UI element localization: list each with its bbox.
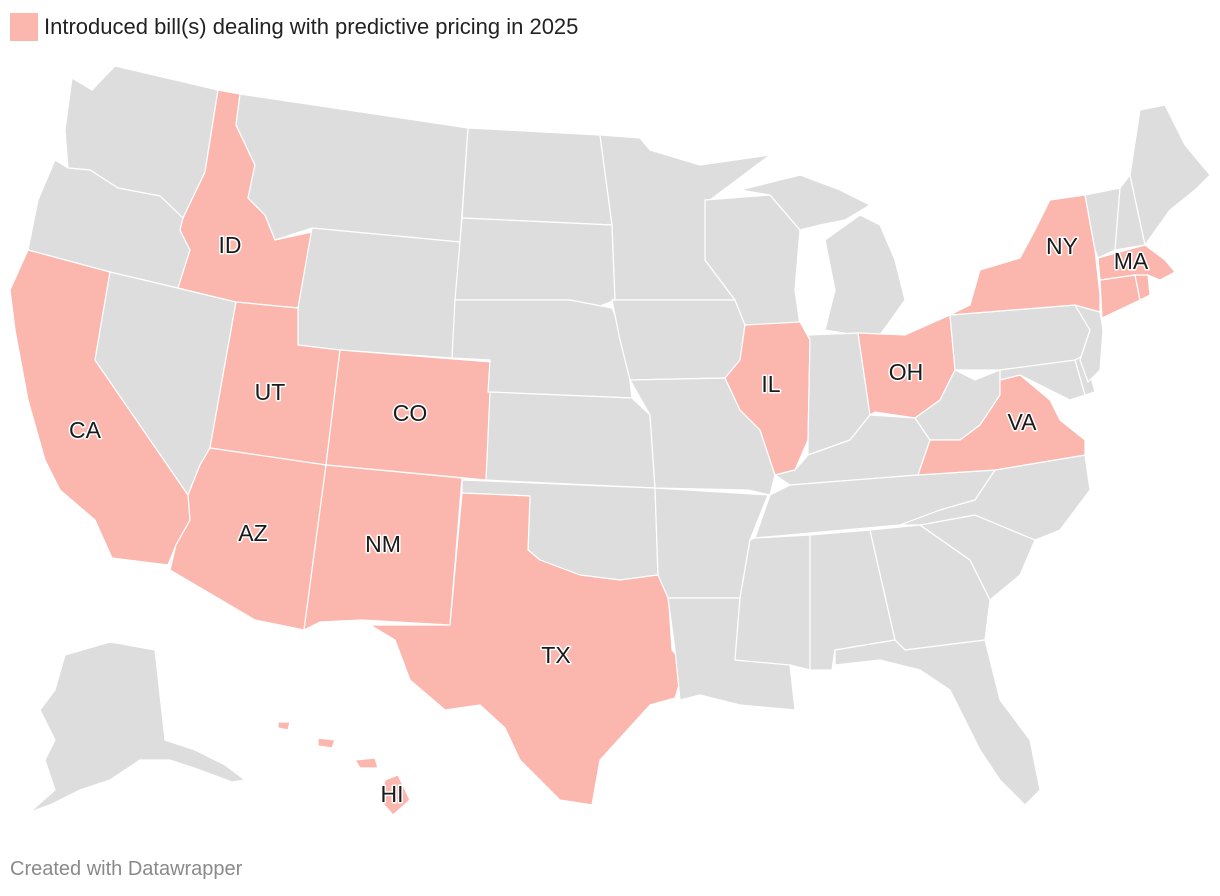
label-oh: OH: [889, 359, 924, 385]
state-labels: ID CA UT CO AZ NM TX IL OH VA NY MA HI: [68, 231, 1151, 809]
label-ma: MA: [1114, 248, 1149, 274]
label-il: IL: [761, 371, 780, 397]
state-sd[interactable]: [454, 217, 616, 311]
state-fl[interactable]: [834, 639, 1041, 806]
state-me[interactable]: [1129, 104, 1211, 246]
legend: Introduced bill(s) dealing with predicti…: [10, 12, 578, 42]
label-co: CO: [393, 400, 428, 426]
state-ia[interactable]: [611, 299, 746, 381]
state-vt[interactable]: [1084, 187, 1121, 259]
state-nc[interactable]: [899, 454, 1091, 541]
label-ut: UT: [255, 379, 286, 405]
label-id: ID: [219, 232, 242, 258]
state-mt[interactable]: [235, 93, 469, 243]
state-ma[interactable]: [1097, 244, 1176, 281]
state-ak[interactable]: [29, 641, 246, 813]
label-va: VA: [1008, 409, 1038, 435]
state-hi[interactable]: [277, 721, 411, 816]
state-ct[interactable]: [1099, 274, 1141, 319]
label-az: AZ: [238, 520, 267, 546]
state-nj[interactable]: [1074, 304, 1104, 383]
state-tx[interactable]: [369, 492, 686, 806]
state-wy[interactable]: [297, 227, 461, 359]
label-nm: NM: [365, 531, 401, 557]
label-ca: CA: [69, 417, 102, 443]
legend-swatch: [10, 13, 38, 41]
state-ks[interactable]: [485, 391, 656, 489]
state-mi[interactable]: [739, 174, 906, 336]
state-nm[interactable]: [303, 464, 463, 631]
label-ny: NY: [1046, 233, 1078, 259]
datawrapper-credit: Created with Datawrapper: [10, 858, 243, 880]
states-layer: [9, 65, 1211, 816]
legend-label: Introduced bill(s) dealing with predicti…: [44, 14, 579, 39]
label-hi: HI: [381, 781, 404, 807]
label-tx: TX: [541, 642, 570, 668]
state-nd[interactable]: [461, 127, 613, 226]
